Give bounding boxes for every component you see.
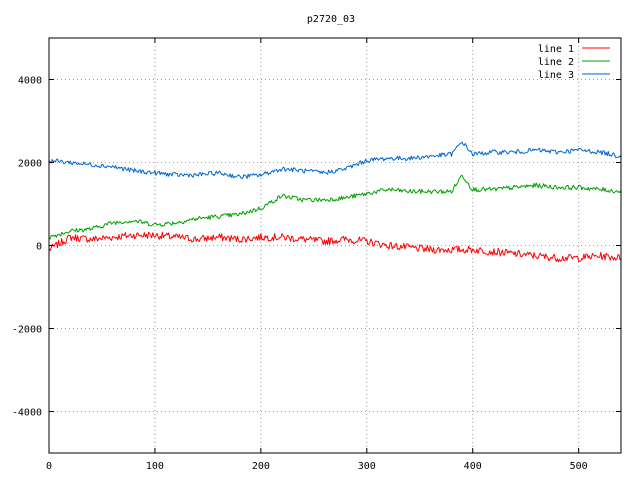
y-tick-label: -4000 (12, 408, 42, 419)
x-tick-label: 100 (146, 461, 164, 472)
series-line-1 (48, 231, 622, 263)
series-line-3 (48, 141, 622, 179)
x-tick-label: 500 (570, 461, 588, 472)
legend-label: line 3 (538, 70, 574, 81)
y-tick-label: 2000 (18, 159, 42, 170)
x-tick-label: 200 (252, 461, 270, 472)
chart-title: p2720_03 (307, 14, 355, 25)
series-group (48, 141, 622, 263)
x-tick-label: 400 (464, 461, 482, 472)
y-tick-label: 0 (36, 242, 42, 253)
y-tick-label: 4000 (18, 76, 42, 87)
axis-ticks: 0 100 200 300 400 500 -4000 -2000 0 2000 4000 (12, 38, 621, 472)
grid (49, 38, 621, 453)
y-tick-label: -2000 (12, 325, 42, 336)
legend-label: line 2 (538, 57, 574, 68)
plot-frame (48, 37, 622, 454)
legend: line 1 line 2 line 3 (538, 44, 610, 81)
x-tick-label: 0 (46, 461, 52, 472)
series-line-2 (48, 174, 622, 240)
legend-label: line 1 (538, 44, 574, 55)
x-tick-label: 300 (358, 461, 376, 472)
